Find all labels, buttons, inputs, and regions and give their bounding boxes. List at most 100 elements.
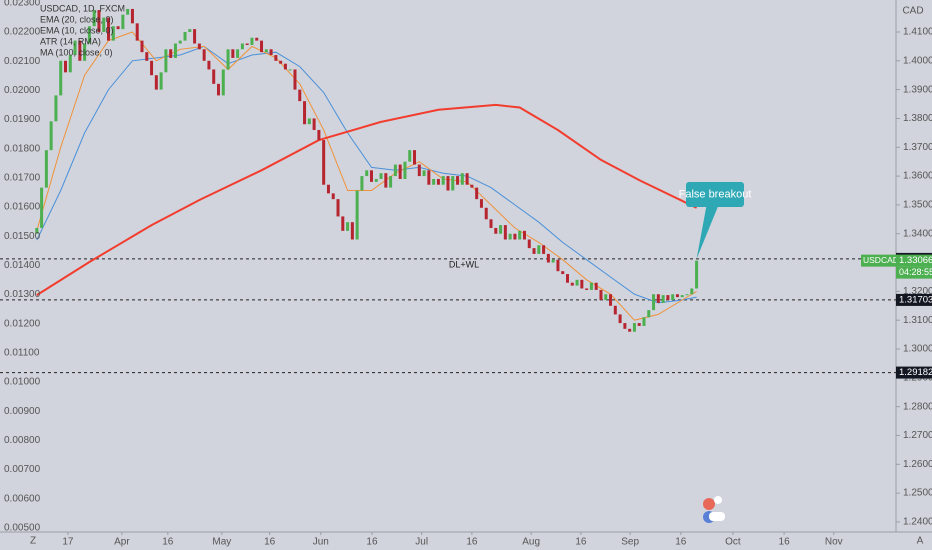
x-tick-label: 16 — [675, 537, 687, 548]
candle-body — [63, 60, 67, 73]
candle-body — [279, 60, 283, 64]
candle-body — [35, 227, 39, 234]
candle-body — [346, 222, 350, 231]
candle-body — [441, 176, 445, 185]
candle-body — [561, 271, 565, 275]
candle-body — [140, 40, 144, 53]
candle-body — [393, 164, 397, 177]
candle-body — [690, 288, 694, 295]
auto-button[interactable]: A — [917, 536, 924, 547]
candle-body — [661, 295, 665, 303]
candle-body — [288, 69, 292, 71]
callout-pointer — [696, 205, 719, 259]
legend-entry: ATR (14, RMA) — [40, 36, 101, 46]
candle-body — [322, 140, 326, 185]
candle-body — [656, 294, 660, 303]
candle-body — [107, 17, 111, 41]
candle-body — [293, 69, 297, 90]
candle-body — [355, 190, 359, 240]
candle-body — [312, 118, 316, 130]
candle-body — [484, 207, 488, 220]
ma-line — [36, 45, 697, 304]
candle-body — [83, 43, 87, 61]
candle-body — [436, 178, 440, 185]
currency-label: CAD — [902, 6, 923, 17]
x-tick-label: May — [212, 537, 231, 548]
candle-body — [628, 328, 632, 332]
y2-tick-label: 0.01300 — [4, 289, 41, 300]
candle-body — [126, 8, 130, 15]
candle-body — [269, 49, 273, 56]
candle-body — [432, 178, 436, 185]
candle-body — [680, 295, 684, 298]
candle-body — [460, 173, 464, 185]
candle-body — [260, 40, 264, 53]
price-tag-name: USDCAD — [863, 255, 899, 265]
candle-body — [609, 294, 613, 306]
candle-body — [527, 239, 531, 249]
y2-tick-label: 0.01800 — [4, 143, 41, 154]
candle-body — [422, 170, 426, 177]
candle-body — [212, 69, 216, 84]
candle-body — [78, 40, 82, 61]
y2-tick-label: 0.02300 — [4, 0, 41, 9]
candle-body — [121, 14, 125, 30]
candle-body — [154, 75, 158, 90]
candle-body — [374, 178, 378, 182]
candle-body — [570, 282, 574, 286]
candle-body — [637, 323, 641, 326]
candle-body — [384, 173, 388, 188]
y-tick-label: 1.36000 — [903, 171, 932, 182]
ma-line — [36, 31, 697, 321]
candle-body — [298, 89, 302, 102]
candle-body — [499, 225, 503, 234]
candle-body — [585, 288, 589, 290]
y2-tick-label: 0.01100 — [4, 348, 40, 359]
y2-tick-label: 0.00500 — [4, 523, 41, 534]
candle-body — [116, 26, 120, 30]
candle-body — [164, 49, 168, 73]
zoom-button[interactable]: Z — [30, 536, 36, 547]
price-tag-name-box — [861, 254, 896, 267]
y2-tick-label: 0.01200 — [4, 318, 41, 329]
candle-body — [169, 49, 173, 58]
candle-body — [87, 26, 91, 44]
candle-body — [221, 69, 225, 96]
y-tick-label: 1.30000 — [903, 344, 932, 355]
candle-body — [532, 248, 536, 254]
event-icons — [703, 496, 725, 523]
y-tick-label: 1.26000 — [903, 459, 932, 470]
candle-body — [623, 323, 627, 329]
candle-body — [360, 176, 364, 191]
candle-body — [240, 43, 244, 50]
candle-body — [350, 222, 354, 240]
candle-body — [202, 49, 206, 61]
candle-body — [245, 43, 249, 45]
candle-body — [369, 170, 373, 182]
y-tick-label: 1.35000 — [903, 200, 932, 211]
y-tick-label: 1.34000 — [903, 228, 932, 239]
candle-body — [685, 294, 689, 296]
y2-tick-label: 0.01700 — [4, 173, 41, 184]
candle-body — [207, 60, 211, 70]
candle-body — [341, 216, 345, 231]
x-tick-label: 16 — [575, 537, 587, 548]
candle-body — [197, 43, 201, 50]
candle-body — [68, 55, 72, 73]
y2-tick-label: 0.00700 — [4, 464, 41, 475]
candle-body — [446, 176, 450, 191]
candle-body — [250, 37, 254, 45]
candle-body — [671, 294, 675, 301]
candle-body — [508, 233, 512, 240]
candle-body — [159, 72, 163, 90]
candle-body — [575, 279, 579, 286]
candle-body — [618, 314, 622, 324]
candle-body — [379, 173, 383, 179]
x-tick-label: 16 — [162, 537, 174, 548]
candle-body — [231, 49, 235, 58]
y2-tick-label: 0.00900 — [4, 406, 41, 417]
callout-text: False breakout — [679, 188, 752, 200]
